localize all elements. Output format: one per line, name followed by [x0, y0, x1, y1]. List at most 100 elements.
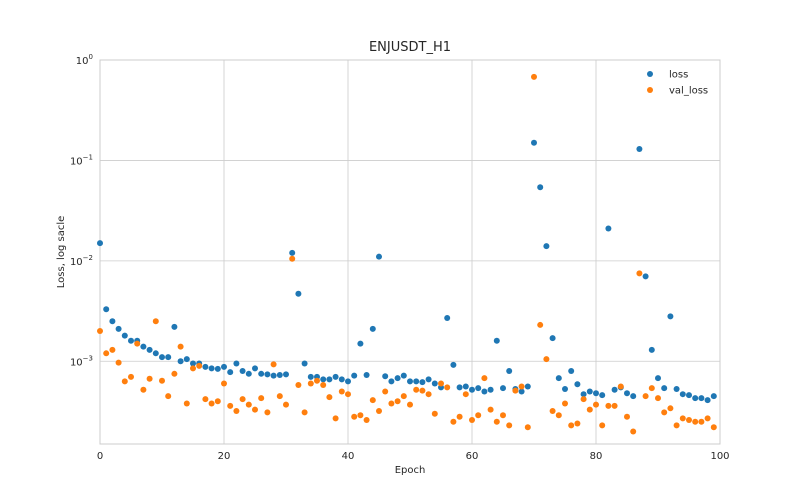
- data-point: [295, 290, 302, 297]
- data-point: [704, 415, 711, 422]
- data-point: [518, 383, 525, 390]
- data-point: [648, 385, 655, 392]
- data-point: [469, 386, 475, 393]
- data-point: [642, 393, 649, 400]
- data-point: [109, 346, 116, 353]
- data-point: [376, 253, 382, 260]
- data-point: [190, 365, 196, 372]
- data-point: [264, 371, 271, 378]
- data-point: [140, 343, 147, 350]
- data-point: [140, 386, 147, 393]
- data-point: [624, 413, 630, 420]
- data-point: [338, 376, 345, 383]
- data-point: [481, 375, 488, 382]
- data-point: [345, 378, 351, 385]
- data-point: [357, 340, 364, 347]
- data-point: [543, 243, 550, 250]
- data-point: [202, 396, 209, 403]
- data-point: [562, 385, 568, 392]
- data-point: [450, 361, 457, 368]
- data-point: [673, 385, 680, 392]
- data-point: [710, 424, 717, 431]
- data-point: [376, 407, 382, 414]
- data-point: [270, 372, 277, 379]
- data-point: [382, 373, 389, 380]
- data-point: [233, 407, 240, 414]
- data-points: [97, 73, 717, 435]
- data-point: [574, 381, 581, 388]
- data-point: [128, 337, 134, 344]
- data-point: [692, 395, 699, 402]
- data-point: [388, 378, 395, 385]
- grid: [100, 60, 720, 444]
- data-point: [562, 400, 568, 407]
- data-point: [183, 356, 190, 363]
- data-point: [686, 392, 692, 399]
- data-point: [233, 360, 240, 367]
- data-point: [388, 400, 395, 407]
- data-point: [698, 418, 705, 425]
- data-point: [152, 350, 159, 357]
- data-point: [586, 388, 593, 395]
- data-point: [289, 249, 296, 256]
- data-point: [121, 332, 128, 339]
- data-point: [252, 406, 258, 413]
- data-point: [698, 395, 705, 402]
- data-point: [580, 391, 587, 398]
- x-tick-label: 0: [97, 451, 103, 462]
- data-point: [413, 378, 420, 385]
- data-point: [444, 314, 451, 321]
- data-point: [400, 372, 407, 379]
- data-point: [208, 365, 215, 372]
- legend-marker-val-loss: [647, 87, 653, 93]
- data-point: [493, 418, 500, 425]
- data-point: [506, 422, 513, 429]
- data-point: [419, 379, 426, 386]
- data-point: [276, 393, 283, 400]
- data-point: [320, 382, 327, 389]
- data-point: [710, 393, 717, 400]
- data-point: [574, 420, 581, 427]
- data-point: [438, 380, 444, 387]
- data-point: [531, 139, 537, 146]
- data-point: [109, 318, 116, 325]
- data-point: [177, 358, 184, 365]
- data-point: [487, 386, 494, 393]
- data-point: [338, 388, 345, 395]
- data-point: [146, 375, 153, 382]
- data-point: [475, 412, 482, 419]
- data-point: [400, 393, 407, 400]
- data-point: [593, 390, 599, 397]
- data-point: [326, 376, 333, 383]
- data-point: [524, 383, 531, 390]
- data-point: [611, 386, 618, 393]
- data-point: [258, 395, 265, 402]
- x-tick-label: 40: [342, 451, 355, 462]
- data-point: [183, 400, 190, 407]
- data-point: [679, 415, 686, 422]
- data-point: [425, 376, 432, 383]
- legend: loss val_loss: [647, 70, 708, 97]
- data-point: [301, 409, 308, 416]
- data-point: [239, 367, 246, 374]
- data-point: [121, 378, 128, 385]
- data-point: [636, 145, 643, 152]
- data-point: [283, 401, 289, 408]
- y-tick-label: 10−3: [70, 354, 93, 368]
- data-point: [394, 375, 401, 382]
- data-point: [159, 377, 165, 384]
- data-point: [97, 328, 103, 335]
- data-point: [605, 402, 612, 409]
- data-point: [500, 385, 506, 392]
- data-point: [307, 373, 314, 380]
- data-point: [617, 383, 624, 390]
- data-point: [630, 393, 637, 400]
- data-point: [177, 343, 184, 350]
- data-point: [134, 340, 141, 347]
- data-point: [369, 397, 376, 404]
- data-point: [599, 392, 606, 399]
- data-point: [593, 401, 599, 408]
- legend-label-val-loss: val_loss: [669, 86, 708, 97]
- data-point: [190, 360, 196, 367]
- y-tick-label: 100: [76, 53, 93, 67]
